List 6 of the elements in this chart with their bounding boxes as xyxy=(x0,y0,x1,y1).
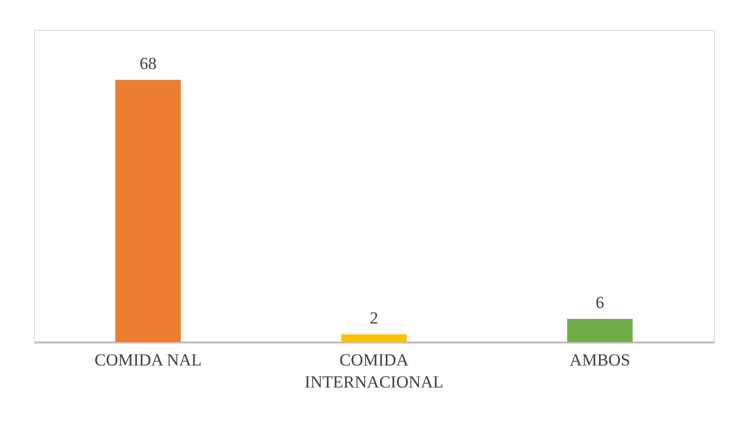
data-label: 68 xyxy=(140,54,157,73)
data-label: 2 xyxy=(370,308,378,328)
x-tick-label: COMIDA INTERNACIONAL xyxy=(304,350,444,392)
x-tick-label: COMIDA NAL xyxy=(94,350,202,370)
x-tick-label: AMBOS xyxy=(570,350,630,370)
data-label: 6 xyxy=(596,292,604,312)
